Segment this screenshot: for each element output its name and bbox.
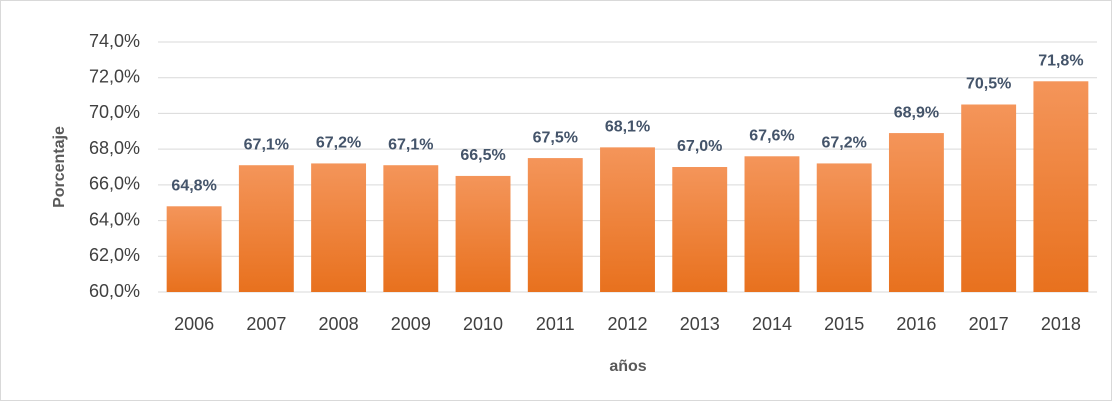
bar [961, 104, 1017, 292]
y-tick-label: 68,0% [89, 138, 140, 158]
y-tick-label: 70,0% [89, 102, 140, 122]
bar [1033, 81, 1089, 293]
x-tick-label: 2017 [969, 314, 1009, 334]
data-label: 67,5% [533, 129, 578, 146]
bar [238, 165, 294, 292]
data-label: 67,0% [677, 138, 722, 155]
x-tick-label: 2009 [391, 314, 431, 334]
data-label: 71,8% [1038, 53, 1083, 70]
y-tick-label: 64,0% [89, 209, 140, 229]
x-axis-label: años [609, 358, 646, 375]
x-tick-label: 2013 [680, 314, 720, 334]
x-tick-label: 2010 [463, 314, 503, 334]
y-tick-label: 62,0% [89, 245, 140, 265]
bar [527, 158, 583, 292]
x-tick-label: 2015 [824, 314, 864, 334]
x-tick-label: 2008 [319, 314, 359, 334]
bar [672, 167, 728, 292]
data-label: 67,2% [316, 135, 361, 152]
x-tick-label: 2016 [896, 314, 936, 334]
data-label: 67,6% [749, 128, 794, 145]
bar [311, 163, 367, 292]
data-label: 68,9% [894, 104, 939, 121]
x-tick-label: 2012 [607, 314, 647, 334]
data-label: 67,1% [388, 136, 433, 153]
data-label: 67,2% [822, 135, 867, 152]
y-tick-label: 72,0% [89, 66, 140, 86]
bar [744, 156, 800, 292]
x-tick-label: 2018 [1041, 314, 1081, 334]
x-tick-label: 2014 [752, 314, 792, 334]
y-tick-label: 74,0% [89, 31, 140, 51]
y-tick-label: 60,0% [89, 281, 140, 301]
bar [455, 175, 511, 292]
bar [383, 165, 439, 292]
data-label: 67,1% [244, 136, 289, 153]
data-label: 70,5% [966, 76, 1011, 93]
bar [816, 163, 872, 292]
data-label: 66,5% [460, 147, 505, 164]
bar [166, 206, 222, 292]
y-tick-label: 66,0% [89, 174, 140, 194]
y-axis-label: Porcentaje [51, 126, 68, 208]
bar [600, 147, 655, 292]
x-tick-label: 2011 [536, 314, 575, 334]
x-tick-label: 2006 [174, 314, 214, 334]
bar [888, 133, 944, 292]
x-tick-label: 2007 [246, 314, 286, 334]
data-label: 68,1% [605, 119, 650, 136]
data-label: 64,8% [171, 178, 216, 195]
